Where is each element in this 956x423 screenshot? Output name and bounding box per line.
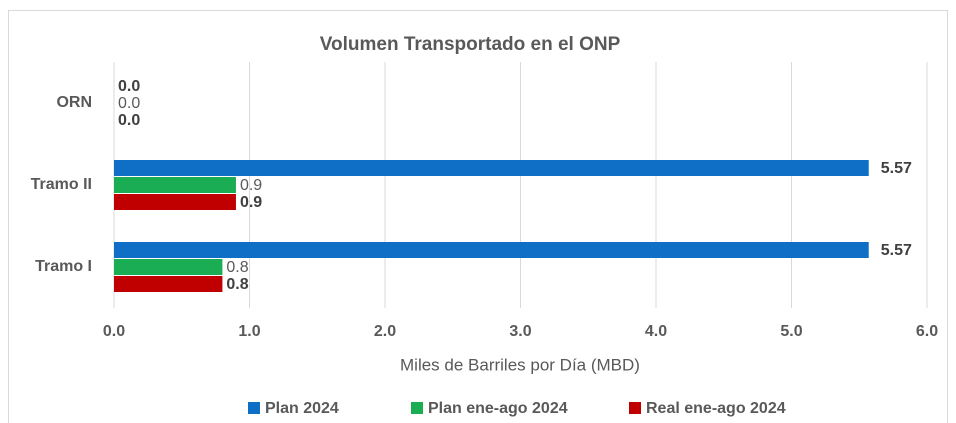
x-tick-label: 4.0 <box>645 323 667 340</box>
x-axis-label: Miles de Barriles por Día (MBD) <box>400 355 640 374</box>
x-tick-label: 5.0 <box>780 323 802 340</box>
data-label: 0.0 <box>118 95 140 112</box>
legend-swatch <box>629 402 641 414</box>
y-tick-label: Tramo I <box>35 258 92 275</box>
bar <box>114 276 223 292</box>
legend-label: Plan ene-ago 2024 <box>428 400 568 417</box>
x-tick-label: 6.0 <box>916 323 938 340</box>
bar <box>114 177 236 193</box>
bar <box>114 259 223 275</box>
y-tick-label: Tramo II <box>31 176 92 193</box>
data-label: 0.9 <box>240 177 262 194</box>
bar <box>114 160 869 176</box>
data-label: 0.8 <box>226 259 248 276</box>
x-tick-label: 2.0 <box>374 323 396 340</box>
x-tick-label: 1.0 <box>238 323 260 340</box>
legend-label: Plan 2024 <box>265 400 339 417</box>
chart-title: Volumen Transportado en el ONP <box>320 34 621 55</box>
data-label: 0.8 <box>226 276 248 293</box>
bar <box>114 242 869 258</box>
data-label: 0.9 <box>240 194 262 211</box>
legend-swatch <box>248 402 260 414</box>
x-tick-label: 0.0 <box>103 323 125 340</box>
data-label: 0.0 <box>118 112 140 129</box>
legend-label: Real ene-ago 2024 <box>646 400 786 417</box>
y-tick-label: ORN <box>56 94 92 111</box>
legend-swatch <box>411 402 423 414</box>
bar <box>114 194 236 210</box>
data-label: 5.57 <box>881 242 912 259</box>
x-tick-label: 3.0 <box>509 323 531 340</box>
data-label: 0.0 <box>118 78 140 95</box>
data-label: 5.57 <box>881 160 912 177</box>
